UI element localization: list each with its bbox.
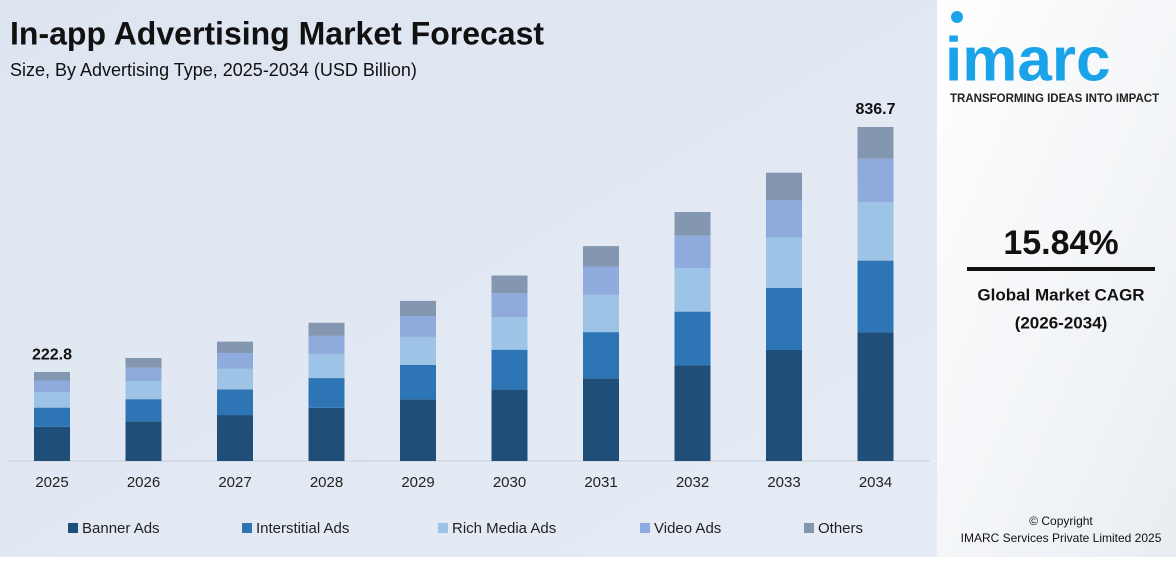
bar-segment	[583, 332, 619, 379]
bar-segment	[491, 275, 528, 294]
bar-segment	[400, 316, 436, 337]
x-tick-label: 2031	[584, 474, 617, 491]
legend-swatch	[804, 523, 814, 533]
legend-swatch	[68, 523, 78, 533]
chart-subtitle: Size, By Advertising Type, 2025-2034 (US…	[10, 60, 417, 80]
bar-segment	[857, 260, 894, 333]
cagr-value: 15.84%	[1003, 224, 1118, 262]
x-tick-label: 2028	[310, 474, 343, 491]
legend-label: Banner Ads	[82, 520, 160, 537]
bar-segment	[308, 353, 345, 379]
legend-label: Rich Media Ads	[452, 520, 556, 537]
bar-segment	[857, 158, 894, 203]
bar-segment	[217, 352, 253, 369]
bar-segment	[674, 365, 711, 461]
bar-segment	[857, 202, 894, 261]
legend-label: Interstitial Ads	[256, 520, 349, 537]
bar-segment	[34, 392, 70, 408]
bar-segment	[34, 426, 70, 461]
bar-segment	[217, 415, 253, 461]
bar-segment	[400, 399, 436, 461]
bar-segment	[583, 246, 619, 267]
legend-label: Video Ads	[654, 520, 721, 537]
bar-segment	[125, 421, 162, 461]
bar-segment	[34, 372, 70, 381]
bar-segment	[674, 235, 711, 269]
x-tick-label: 2026	[127, 474, 160, 491]
bar-segment	[857, 127, 894, 159]
x-tick-label: 2029	[401, 474, 434, 491]
bar-segment	[491, 293, 528, 318]
bar-segment	[583, 266, 619, 295]
bar-segment	[125, 357, 162, 368]
cagr-rule	[967, 267, 1155, 271]
x-tick-label: 2027	[218, 474, 251, 491]
bar-segment	[583, 378, 619, 461]
bar-segment	[674, 311, 711, 366]
bar-segment	[766, 200, 802, 238]
bar-segment	[125, 381, 162, 400]
sidebar-background	[937, 0, 1176, 557]
bar-segment	[217, 389, 253, 416]
x-tick-label: 2025	[35, 474, 68, 491]
total-label: 836.7	[855, 101, 895, 118]
bar-segment	[308, 378, 345, 408]
bar-segment	[491, 317, 528, 350]
bar-segment	[308, 322, 345, 336]
x-tick-label: 2033	[767, 474, 800, 491]
bar-segment	[34, 380, 70, 393]
bar-segment	[400, 336, 436, 365]
bar-segment	[857, 332, 894, 461]
bar-segment	[400, 300, 436, 317]
bar-segment	[308, 335, 345, 354]
cagr-period: (2026-2034)	[1015, 313, 1108, 332]
x-tick-label: 2034	[859, 474, 892, 491]
bar-segment	[125, 367, 162, 382]
bar-segment	[34, 407, 70, 427]
x-tick-label: 2032	[676, 474, 709, 491]
bar-segment	[125, 399, 162, 422]
bar-segment	[491, 389, 528, 461]
bar-segment	[766, 172, 802, 201]
company: IMARC Services Private Limited 2025	[961, 531, 1162, 545]
bar-segment	[766, 349, 802, 461]
bar-segment	[217, 368, 253, 390]
total-label: 222.8	[32, 346, 72, 363]
bar-segment	[674, 212, 711, 236]
legend-swatch	[438, 523, 448, 533]
legend-label: Others	[818, 520, 863, 537]
bar-segment	[674, 268, 711, 312]
bar-segment	[766, 287, 802, 350]
bar-segment	[766, 237, 802, 288]
cagr-label: Global Market CAGR	[977, 285, 1144, 304]
logo-dot	[951, 11, 963, 23]
tagline: TRANSFORMING IDEAS INTO IMPACT	[950, 93, 1159, 105]
legend-swatch	[242, 523, 252, 533]
legend-swatch	[640, 523, 650, 533]
chart-title: In-app Advertising Market Forecast	[10, 15, 544, 51]
bar-segment	[583, 294, 619, 333]
x-tick-label: 2030	[493, 474, 526, 491]
bar-segment	[400, 364, 436, 400]
logo: imarc	[945, 25, 1110, 94]
bar-segment	[217, 341, 253, 353]
bar-segment	[491, 349, 528, 390]
bar-segment	[308, 407, 345, 461]
copyright: © Copyright	[1029, 514, 1093, 528]
